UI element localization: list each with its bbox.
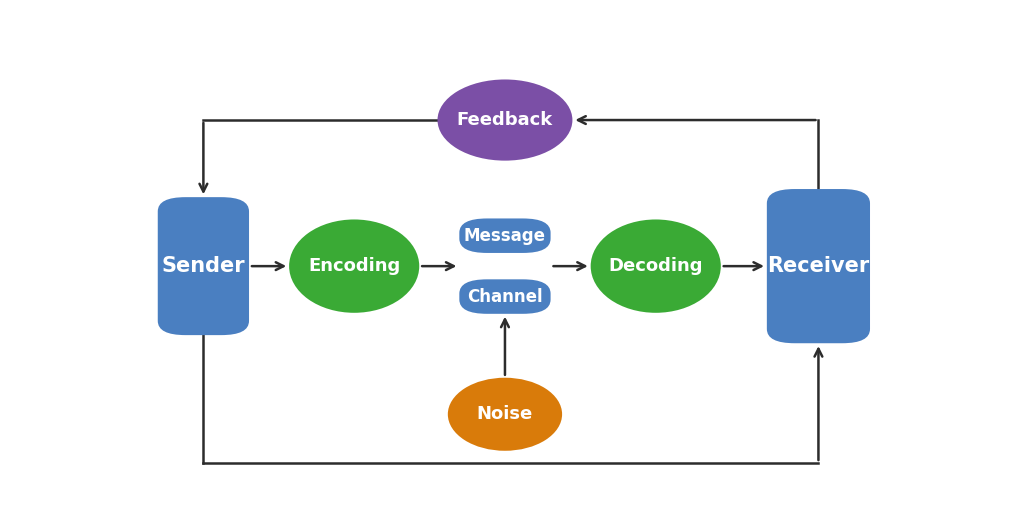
Text: Noise: Noise xyxy=(477,405,534,423)
Text: Sender: Sender xyxy=(162,256,245,276)
Text: Message: Message xyxy=(464,227,546,245)
Text: Channel: Channel xyxy=(467,288,543,306)
Text: Receiver: Receiver xyxy=(767,256,869,276)
Ellipse shape xyxy=(591,219,721,313)
FancyBboxPatch shape xyxy=(767,189,870,343)
Text: Encoding: Encoding xyxy=(308,257,400,275)
Text: Decoding: Decoding xyxy=(608,257,703,275)
Text: Feedback: Feedback xyxy=(457,111,553,129)
Ellipse shape xyxy=(437,80,572,161)
FancyBboxPatch shape xyxy=(460,219,551,253)
FancyBboxPatch shape xyxy=(460,279,551,314)
Ellipse shape xyxy=(289,219,419,313)
FancyBboxPatch shape xyxy=(158,197,249,335)
Ellipse shape xyxy=(447,378,562,451)
